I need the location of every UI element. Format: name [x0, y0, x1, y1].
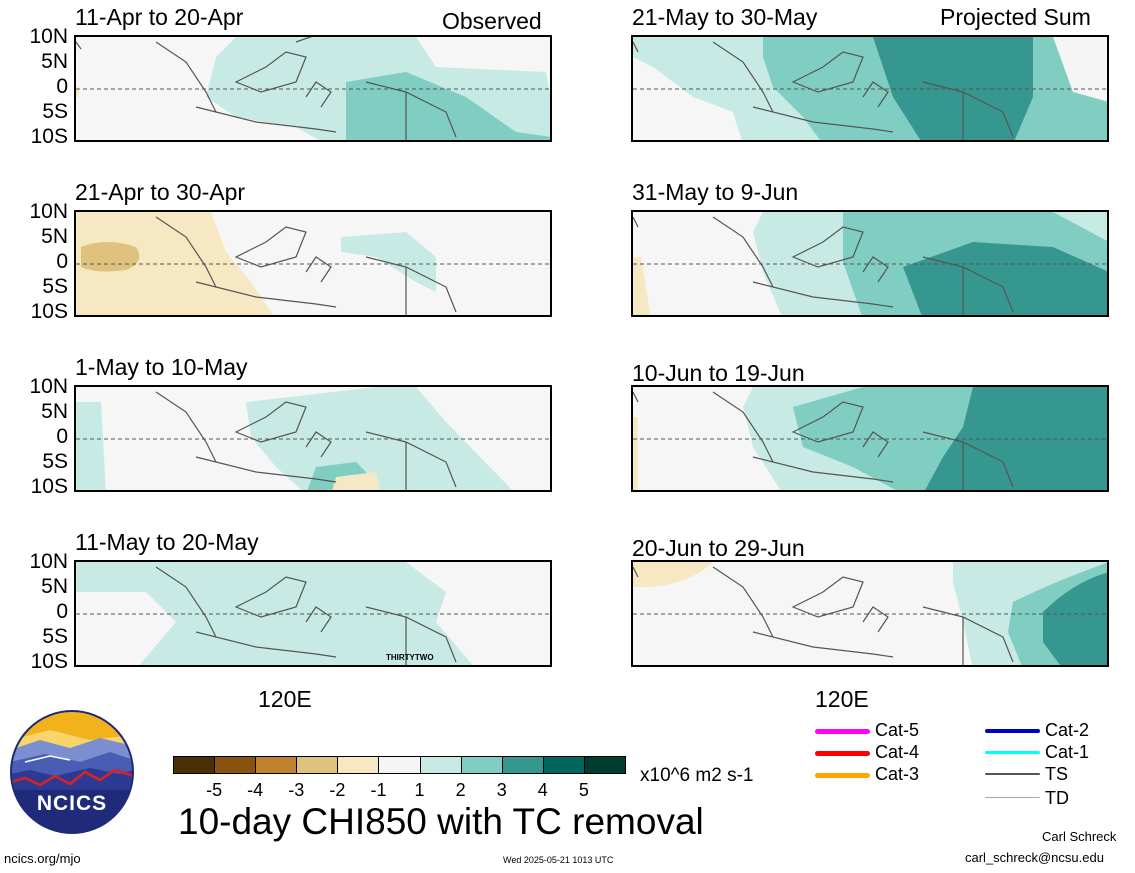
lat-label: 10N	[29, 550, 68, 573]
colorbar-units: x10^6 m2 s-1	[640, 765, 754, 786]
lat-label: 5S	[42, 100, 68, 123]
colorbar-swatch	[173, 756, 216, 774]
ncics-logo: NCICS	[10, 710, 134, 834]
lat-label: 10S	[30, 125, 68, 148]
colorbar-swatch	[296, 756, 339, 774]
colorbar-tick-label: 1	[414, 780, 425, 800]
colorbar-tick-label: 4	[537, 780, 548, 800]
author-name: Carl Schreck	[1042, 829, 1117, 844]
colorbar-swatch	[583, 756, 626, 774]
lat-label: 0	[56, 75, 68, 98]
legend-label: Cat-2	[1045, 720, 1090, 740]
colorbar-tick-label: -5	[206, 780, 223, 800]
colorbar-swatch	[501, 756, 544, 774]
panel-corner-label: Projected Sum	[940, 4, 1091, 30]
colorbar-tick-label: -2	[329, 780, 346, 800]
lat-label: 0	[56, 425, 68, 448]
legend-swatch	[815, 751, 870, 756]
colorbar-tick-label: 3	[496, 780, 507, 800]
colorbar-tick-label: -4	[247, 780, 264, 800]
panel-title: 21-Apr to 30-Apr	[75, 179, 246, 205]
colorbar-swatch	[337, 756, 380, 774]
legend-label: Cat-1	[1045, 742, 1090, 762]
lat-label: 5N	[41, 575, 68, 598]
map-panel	[631, 210, 1109, 317]
panel-title: 10-Jun to 19-Jun	[632, 360, 805, 386]
legend-swatch	[985, 773, 1040, 775]
lat-label: 10S	[30, 300, 68, 323]
lat-label: 10S	[30, 650, 68, 673]
colorbar-swatch	[460, 756, 503, 774]
lon-label: 120E	[258, 686, 312, 712]
tc-track-label: THIRTYTWO	[386, 653, 434, 662]
lat-label: 0	[56, 600, 68, 623]
legend-label: Cat-5	[875, 720, 920, 740]
legend-label: Cat-3	[875, 764, 920, 784]
lat-label: 5S	[42, 275, 68, 298]
colorbar-tick-label: -1	[370, 780, 387, 800]
lat-label: 10S	[30, 475, 68, 498]
panel-corner-label: Observed	[442, 8, 542, 34]
legend-label: Cat-4	[875, 742, 920, 762]
colorbar: -5 -4 -3 -2 -1 1 2 3 4 5	[173, 756, 626, 816]
colorbar-swatch	[378, 756, 421, 774]
legend-swatch	[815, 729, 870, 734]
legend-swatch	[985, 729, 1040, 733]
tc-legend: Cat-5 Cat-4 Cat-3 Cat-2 Cat-1 TS TD	[815, 720, 1135, 820]
map-panel	[631, 560, 1109, 667]
panel-title: 31-May to 9-Jun	[632, 179, 799, 205]
colorbar-tick-label: 2	[455, 780, 466, 800]
main-title: 10-day CHI850 with TC removal	[178, 801, 704, 842]
lat-axis: 10N 5N 0 5S 10S	[8, 376, 68, 498]
panel-title: 11-Apr to 20-Apr	[75, 4, 244, 30]
author-email[interactable]: carl_schreck@ncsu.edu	[965, 850, 1104, 865]
colorbar-tick-label: 5	[578, 780, 589, 800]
lat-label: 5S	[42, 625, 68, 648]
logo-text: NCICS	[36, 792, 108, 815]
colorbar-swatch	[255, 756, 298, 774]
lat-label: 0	[56, 250, 68, 273]
panel-title: 21-May to 30-May	[632, 4, 818, 30]
lat-axis: 10N 5N 0 5S 10S	[8, 551, 68, 673]
colorbar-swatch	[542, 756, 585, 774]
colorbar-swatch	[214, 756, 257, 774]
lat-axis: 10N 5N 0 5S 10S	[8, 26, 68, 148]
legend-swatch	[985, 797, 1040, 798]
legend-label: TD	[1045, 788, 1069, 808]
panel-title: 20-Jun to 29-Jun	[632, 535, 805, 561]
lat-label: 5S	[42, 450, 68, 473]
legend-swatch	[815, 773, 870, 778]
map-panel	[74, 210, 552, 317]
lat-label: 10N	[29, 375, 68, 398]
panel-title: 1-May to 10-May	[75, 354, 248, 380]
legend-swatch	[985, 751, 1040, 754]
lat-label: 5N	[41, 400, 68, 423]
colorbar-tick-label: -3	[288, 780, 305, 800]
timestamp: Wed 2025-05-21 1013 UTC	[503, 855, 614, 865]
lat-label: 10N	[29, 200, 68, 223]
footer-url[interactable]: ncics.org/mjo	[4, 851, 81, 866]
map-panel: THIRTYTWO	[74, 560, 552, 667]
map-panel	[74, 35, 552, 142]
lat-label: 10N	[29, 25, 68, 48]
colorbar-swatch	[419, 756, 462, 774]
legend-label: TS	[1045, 764, 1069, 784]
lat-label: 5N	[41, 225, 68, 248]
map-panel	[631, 385, 1109, 492]
map-panel	[74, 385, 552, 492]
lon-label: 120E	[815, 686, 869, 712]
lat-label: 5N	[41, 50, 68, 73]
panel-title: 11-May to 20-May	[75, 529, 259, 555]
map-panel	[631, 35, 1109, 142]
lat-axis: 10N 5N 0 5S 10S	[8, 201, 68, 323]
